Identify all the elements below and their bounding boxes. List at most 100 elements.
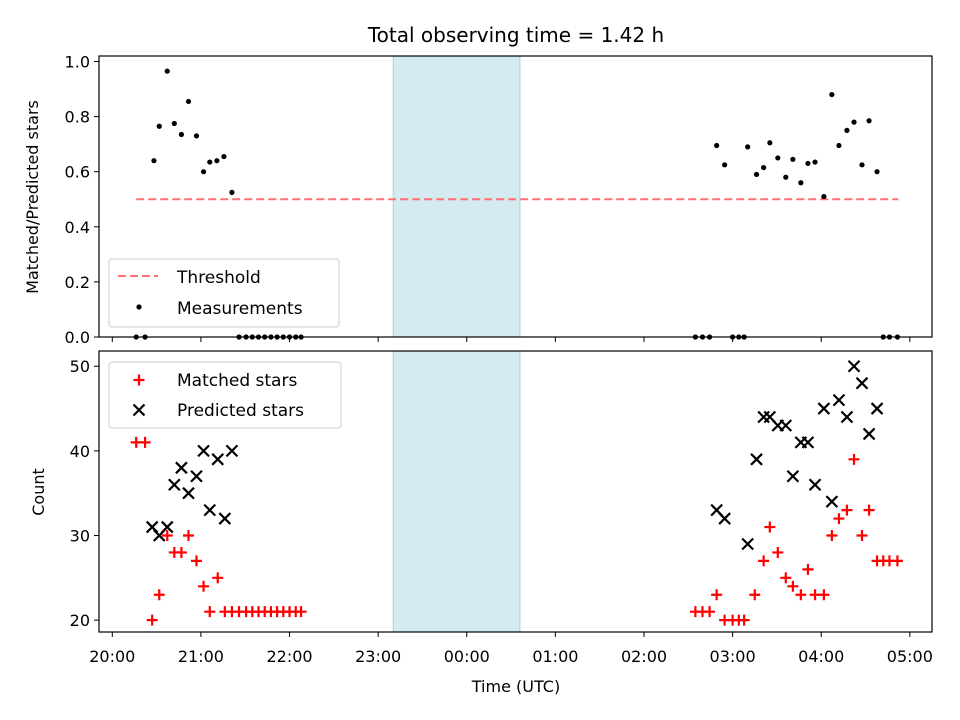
- measurement-point: [185, 98, 192, 105]
- matched-star-point: [738, 614, 750, 626]
- measurement-point: [874, 169, 880, 175]
- matched-star-point: [856, 530, 868, 542]
- top-y-tick-label: 0.0: [65, 328, 90, 347]
- bottom-y-tick-label: 40: [70, 442, 90, 461]
- matched-star-point: [818, 589, 830, 601]
- predicted-star-point: [862, 427, 876, 441]
- matched-star-point: [153, 589, 165, 601]
- measurement-point: [866, 118, 872, 124]
- legend-threshold-label: Threshold: [176, 268, 261, 288]
- matched-star-point: [772, 546, 784, 558]
- predicted-star-point: [825, 495, 839, 508]
- top-y-tick-label: 0.4: [65, 218, 90, 237]
- shaded-interval-top: [392, 55, 521, 338]
- bottom-y-axis-label: Count: [29, 468, 48, 516]
- matched-star-point: [863, 504, 875, 516]
- measurement-point: [156, 123, 162, 129]
- matched-star-point: [183, 530, 195, 542]
- measurement-point: [200, 169, 207, 175]
- matched-star-point: [139, 436, 151, 448]
- matched-star-point: [175, 546, 187, 558]
- matched-star-point: [764, 521, 776, 533]
- matched-star-point: [795, 589, 807, 601]
- measurement-point: [812, 159, 818, 165]
- predicted-star-point: [808, 478, 822, 492]
- predicted-star-point: [168, 478, 181, 492]
- bottom-y-tick-label: 30: [70, 527, 90, 546]
- chart-title: Total observing time = 1.42 h: [367, 23, 664, 47]
- shaded-interval-bottom: [392, 350, 521, 633]
- predicted-star-point: [160, 520, 174, 534]
- top-y-tick-label: 0.6: [65, 163, 90, 182]
- predicted-star-point: [817, 402, 831, 415]
- x-axis-label: Time (UTC): [471, 677, 560, 696]
- predicted-star-point: [840, 410, 854, 424]
- predicted-star-point: [175, 461, 188, 475]
- predicted-star-point: [203, 503, 217, 517]
- x-tick-label: 03:00: [710, 647, 756, 666]
- x-tick-label: 02:00: [621, 647, 667, 666]
- measurement-point: [859, 162, 865, 168]
- measurement-point: [207, 159, 213, 165]
- predicted-star-point: [197, 444, 210, 458]
- legend-matched-label: Matched stars: [177, 371, 297, 391]
- measurement-point: [164, 68, 170, 74]
- legend-predicted-swatch: [132, 403, 146, 417]
- measurement-point: [151, 158, 157, 164]
- x-tick-label: 04:00: [798, 647, 844, 666]
- measurement-point: [761, 164, 767, 171]
- matched-star-point: [826, 530, 838, 542]
- measurement-point: [171, 120, 177, 127]
- matched-star-point: [758, 555, 770, 567]
- measurement-point: [783, 174, 789, 180]
- bottom-y-tick-label: 50: [70, 357, 90, 376]
- matched-star-point: [848, 453, 860, 465]
- predicted-star-point: [779, 419, 793, 432]
- predicted-star-point: [870, 402, 884, 415]
- measurement-point: [851, 119, 857, 125]
- top-y-tick-label: 1.0: [65, 53, 90, 72]
- matched-star-point: [212, 572, 224, 584]
- matched-star-point: [146, 614, 158, 626]
- measurement-point: [214, 158, 220, 164]
- predicted-star-point: [801, 436, 815, 449]
- bottom-panel-frame: [98, 350, 933, 633]
- measurement-point: [798, 180, 804, 186]
- top-y-tick-label: 0.2: [65, 273, 90, 292]
- matched-star-point: [787, 580, 799, 592]
- top-y-tick-label: 0.8: [65, 108, 90, 127]
- measurement-point: [221, 153, 227, 160]
- axes: 0.0 0.2 0.4 0.6 0.8 1.0 20 30 40 50 20:00 21:00 22:0…: [65, 53, 933, 666]
- measurement-point: [790, 156, 796, 162]
- legend-matched-swatch: [133, 374, 145, 386]
- shaded-intervals: [392, 55, 521, 633]
- measurement-point: [745, 144, 751, 150]
- legend-measurements-swatch: [136, 304, 142, 310]
- matched-star-point: [711, 589, 723, 601]
- matched-star-point: [841, 504, 853, 516]
- matched-star-point: [749, 589, 761, 601]
- legend-predicted-label: Predicted stars: [177, 401, 304, 421]
- top-legend: [108, 258, 340, 328]
- predicted-star-point: [741, 537, 754, 551]
- measurement-point: [767, 140, 773, 146]
- measurement-point: [844, 127, 850, 133]
- x-tick-label: 20:00: [89, 647, 135, 666]
- measurement-point: [714, 142, 720, 149]
- predicted-star-point: [750, 453, 763, 466]
- predicted-star-point: [718, 512, 731, 525]
- legends: Threshold Measurements Matched stars Predic…: [108, 258, 342, 429]
- predicted-star-point: [225, 444, 239, 458]
- predicted-star-point: [182, 486, 195, 500]
- matched-star-point: [161, 530, 173, 542]
- bottom-y-tick-label: 20: [70, 611, 90, 630]
- matched-star-point: [891, 555, 903, 567]
- matched-star-point: [198, 580, 210, 592]
- measurement-point: [178, 131, 185, 138]
- x-tick-label: 05:00: [887, 647, 933, 666]
- measurement-point: [775, 155, 781, 161]
- measurement-point: [805, 160, 811, 167]
- measurement-point: [722, 162, 728, 168]
- measurement-point: [753, 171, 760, 178]
